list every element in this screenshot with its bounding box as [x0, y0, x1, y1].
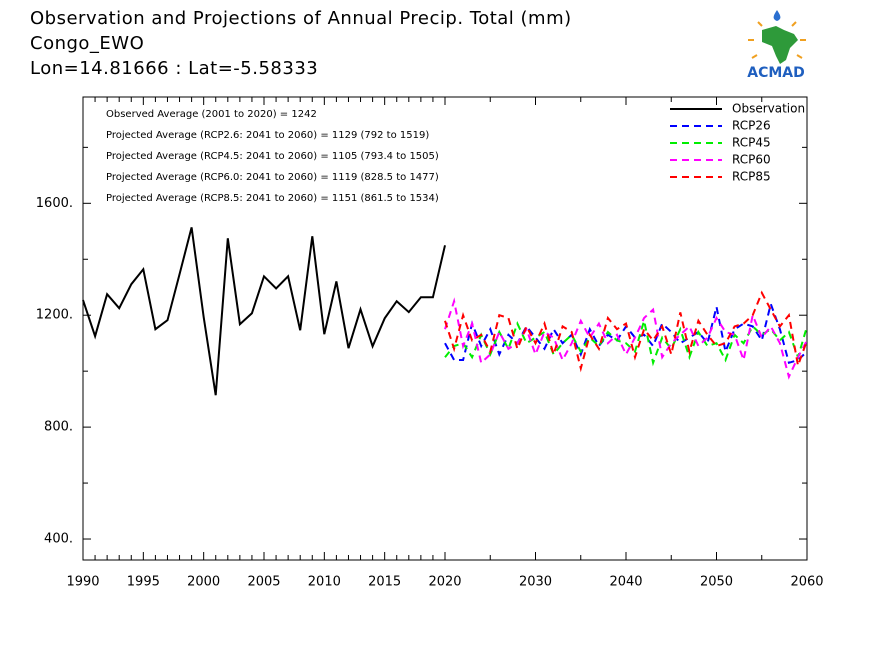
legend-label: RCP60 — [732, 153, 771, 167]
x-tick-label: 2030 — [519, 575, 552, 590]
x-tick-label: 2050 — [700, 575, 733, 590]
annotation: Projected Average (RCP8.5: 2041 to 2060)… — [106, 193, 439, 204]
y-tick-label: 400. — [44, 532, 73, 547]
legend-label: RCP26 — [732, 119, 771, 133]
chart-title: Observation and Projections of Annual Pr… — [30, 8, 572, 29]
y-tick-label: 800. — [44, 420, 73, 435]
x-tick-label: 2005 — [247, 575, 280, 590]
x-tick-label: 2020 — [428, 575, 461, 590]
x-tick-label: 1995 — [127, 575, 160, 590]
series-line — [444, 320, 808, 367]
y-tick-label: 1600. — [36, 196, 73, 211]
legend-label: RCP85 — [732, 170, 771, 184]
x-tick-label: 2000 — [187, 575, 220, 590]
x-tick-label: 2060 — [790, 575, 823, 590]
x-tick-label: 1990 — [66, 575, 99, 590]
chart-subtitle: Congo_EWO — [30, 33, 144, 54]
x-tick-label: 2015 — [368, 575, 401, 590]
x-tick-label: 2040 — [609, 575, 642, 590]
x-tick-label: 2010 — [308, 575, 341, 590]
logo-text: ACMAD — [747, 65, 805, 81]
series-line — [82, 227, 446, 396]
annotation: Observed Average (2001 to 2020) = 1242 — [106, 109, 317, 120]
annotation: Projected Average (RCP4.5: 2041 to 2060)… — [106, 151, 439, 162]
legend-label: RCP45 — [732, 136, 771, 150]
legend-label: Observation — [732, 102, 805, 116]
annotation: Projected Average (RCP2.6: 2041 to 2060)… — [106, 130, 429, 141]
annotation: Projected Average (RCP6.0: 2041 to 2060)… — [106, 172, 439, 183]
series-line — [444, 297, 808, 380]
logo: ACMAD — [747, 10, 806, 81]
y-tick-label: 1200. — [36, 308, 73, 323]
series-line — [444, 290, 808, 373]
chart-subtitle: Lon=14.81666 : Lat=-5.58333 — [30, 58, 318, 79]
